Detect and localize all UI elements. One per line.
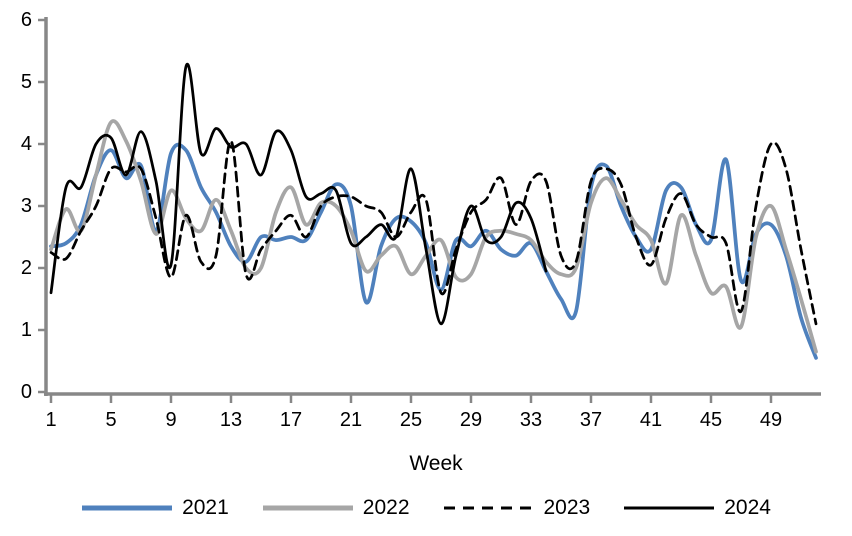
x-tick-label-45: 45 <box>699 409 723 431</box>
legend-label-2024: 2024 <box>724 496 771 519</box>
legend-swatch-2022 <box>262 505 353 511</box>
x-tick-label-13: 13 <box>219 409 243 431</box>
legend-swatch-2024 <box>624 506 715 510</box>
legend-item-2022: 2022 <box>262 496 410 520</box>
series-line-2023 <box>49 139 818 326</box>
chart-legend: 2021 2022 2023 2024 <box>0 496 852 520</box>
series-line-2022 <box>49 119 818 354</box>
legend-swatch-2021 <box>82 505 173 511</box>
y-tick-label-5: 5 <box>20 71 32 93</box>
x-tick-label-49: 49 <box>759 409 783 431</box>
legend-item-2023: 2023 <box>443 496 591 520</box>
series-line-2024 <box>49 62 548 326</box>
legend-label-2022: 2022 <box>362 496 410 519</box>
x-tick-label-1: 1 <box>45 409 57 431</box>
x-tick-label-41: 41 <box>639 409 663 431</box>
x-tick-label-37: 37 <box>579 409 603 431</box>
x-tick-label-25: 25 <box>399 409 423 431</box>
y-tick-label-2: 2 <box>20 257 32 279</box>
legend-item-2021: 2021 <box>81 496 229 520</box>
y-tick-label-1: 1 <box>20 319 32 341</box>
legend-swatch-2023 <box>443 506 534 510</box>
x-tick-label-17: 17 <box>279 409 303 431</box>
x-tick-label-29: 29 <box>459 409 483 431</box>
y-tick-label-4: 4 <box>20 133 32 155</box>
legend-label-2021: 2021 <box>182 496 229 519</box>
x-tick-label-21: 21 <box>339 409 363 431</box>
x-tick-label-5: 5 <box>105 409 117 431</box>
legend-label-2023: 2023 <box>543 496 591 519</box>
y-tick-label-6: 6 <box>20 9 32 31</box>
y-tick-label-3: 3 <box>20 195 32 217</box>
x-tick-label-9: 9 <box>165 409 177 431</box>
x-tick-label-33: 33 <box>519 409 543 431</box>
legend-item-2024: 2024 <box>623 496 771 520</box>
x-axis-title: Week <box>409 452 463 475</box>
y-tick-label-0: 0 <box>20 381 32 403</box>
